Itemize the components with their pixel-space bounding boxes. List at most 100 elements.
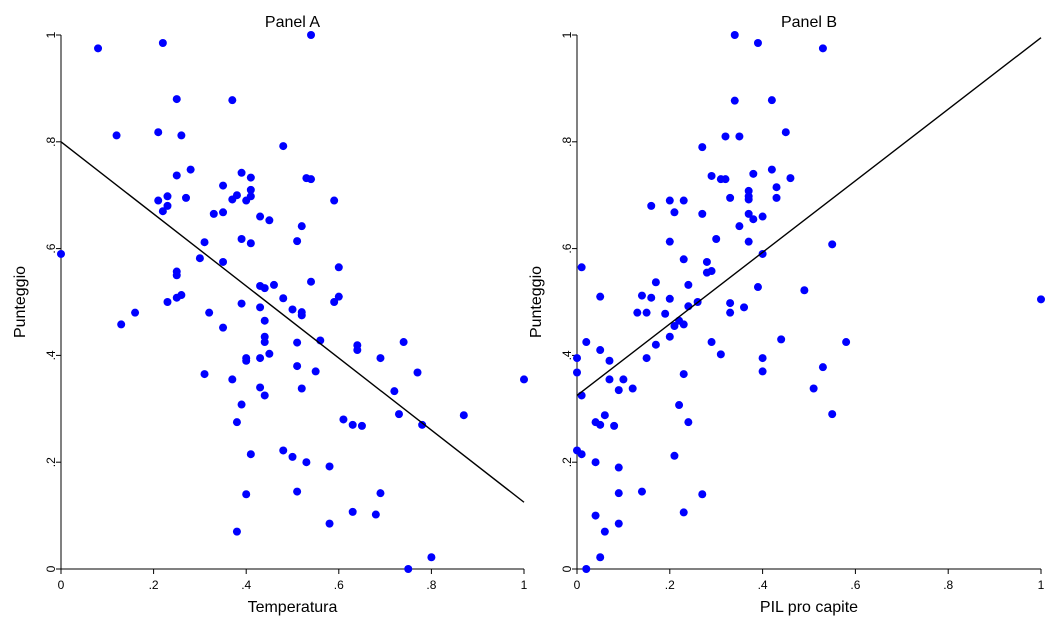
panel-b-x-tick-label: .4 [758, 578, 768, 592]
panel-b-data-point [740, 303, 749, 312]
panel-a-data-point [371, 510, 380, 519]
panel-a-data-point [413, 368, 422, 377]
panel-b-data-point [749, 215, 758, 224]
panel-b-data-point [596, 346, 605, 355]
panel-a-y-tick-label: 0 [44, 565, 58, 572]
panel-b-data-point [712, 234, 721, 243]
panel-a-data-point [163, 298, 172, 306]
panel-a-data-point [246, 239, 255, 248]
panel-b-data-point [591, 511, 600, 520]
panel-a-data-point [376, 489, 385, 498]
panel-b-data-point [679, 255, 688, 264]
panel-a-data-point [330, 196, 339, 205]
panel-a-data-point [311, 367, 320, 376]
panel-a-x-tick-label: .8 [426, 578, 436, 592]
panel-b-data-point [637, 291, 646, 300]
panel-b-data-point [1037, 295, 1045, 304]
panel-a-data-point [163, 192, 172, 201]
panel-b-data-point [675, 401, 684, 410]
panel-a-data-point [200, 238, 209, 247]
panel-a-x-tick-label: .4 [241, 578, 251, 592]
panel-b-data-point [767, 96, 776, 105]
panel-b-data-point [600, 527, 609, 536]
panel-a-data-point [131, 308, 140, 317]
panel-a-data-point [177, 291, 186, 300]
panel-b-x-axis-label: PIL pro capite [760, 599, 858, 616]
panel-a-data-point [256, 303, 265, 312]
panel-b-data-point [679, 196, 688, 205]
panel-a-data-point [94, 44, 103, 53]
panel-a-data-point [459, 411, 468, 420]
panel-b-data-point [596, 553, 605, 562]
panel-a-data-point [297, 384, 306, 393]
panel-a-data-point [265, 349, 274, 358]
panel-a-data-point [172, 271, 181, 280]
panel-b-data-point [828, 240, 837, 249]
panel-b-data-point [614, 463, 623, 472]
panel-a-data-point [293, 338, 302, 347]
panel-a-data-point [279, 294, 288, 303]
panel-a-data-point [307, 175, 316, 184]
panel-a-data-point [269, 280, 278, 289]
panel-b-data-point [605, 356, 614, 365]
panel-b-data-point [582, 565, 591, 573]
panel-b-y-tick-label: .4 [560, 350, 574, 360]
panel-a-data-point [154, 196, 163, 205]
panel-b-data-point [577, 450, 586, 459]
panel-a-data-point [237, 400, 246, 409]
panel-a-data-point [265, 216, 274, 225]
panel-b-data-point [600, 411, 609, 420]
panel-a-data-point [154, 128, 163, 137]
panel-b-data-point [614, 519, 623, 528]
panel-b-data-point [651, 340, 660, 349]
panel-a-data-point [242, 490, 251, 499]
panel-a-data-point [297, 311, 306, 320]
panel-b-data-point [665, 294, 674, 303]
panel-a-data-point [334, 263, 343, 272]
panel-a-data-point [302, 458, 311, 467]
panel-a-data-point [237, 168, 246, 177]
panel-b-data-point [665, 196, 674, 205]
panel-b-y-tick-label: 0 [560, 565, 574, 572]
panel-a-data-point [246, 185, 255, 194]
panel-b-data-point [809, 384, 818, 393]
panel-b-data-point [772, 193, 781, 202]
panel-a-data-point [307, 31, 316, 39]
panel-a-data-point [348, 420, 357, 429]
panel-a-data-point [256, 354, 265, 363]
panel-a-data-point [117, 320, 126, 329]
panel-a-data-point [418, 420, 427, 429]
panel-b-data-point [573, 368, 581, 377]
panel-a-data-point [158, 207, 167, 216]
panel-a-data-point [357, 421, 366, 430]
panel-a-x-tick-label: .6 [334, 578, 344, 592]
panel-a-y-tick-label: .6 [44, 243, 58, 253]
panel-a-data-point [279, 446, 288, 455]
panel-a-data-point [353, 346, 362, 355]
panel-b-data-point [735, 222, 744, 231]
panel-a-data-point [394, 410, 403, 419]
panel-a-data-point [334, 292, 343, 301]
panel-a-x-axis-label: Temperatura [248, 599, 338, 616]
panel-b-data-point [651, 278, 660, 287]
panel-b-x-tick-label: .2 [665, 578, 675, 592]
panel-b-data-point [707, 171, 716, 180]
panel-b-data-point [753, 283, 762, 292]
panel-a-data-point [195, 254, 204, 263]
panel-a-data-point [325, 462, 334, 471]
panel-b-data-point [707, 338, 716, 347]
panel-b-data-point [596, 420, 605, 429]
panel-a-data-point [293, 362, 302, 371]
panel-b-data-point [614, 386, 623, 395]
panel-a-data-point [246, 450, 255, 459]
panel-b-fit-line [576, 37, 1042, 397]
panel-a-y-tick-label: .2 [44, 457, 58, 467]
panel-a-data-point [177, 131, 186, 140]
panel-b-data-point [698, 209, 707, 218]
panel-b-x-tick-label: .8 [943, 578, 953, 592]
panel-b-data-point [726, 193, 735, 202]
panel-b-title: Panel B [781, 14, 837, 31]
panel-b-data-point [670, 208, 679, 217]
panel-a-data-point [219, 208, 228, 217]
